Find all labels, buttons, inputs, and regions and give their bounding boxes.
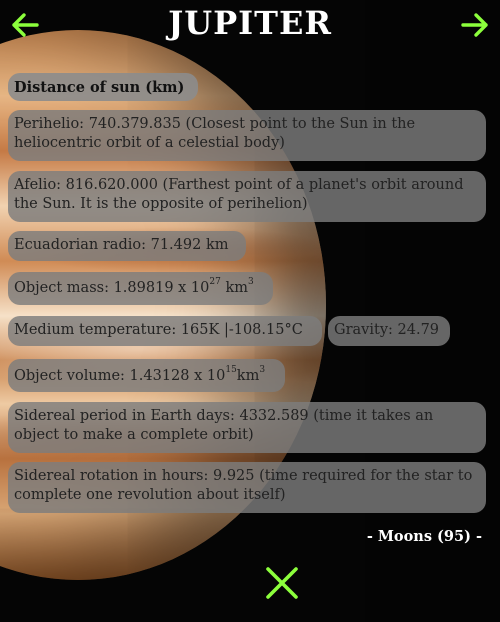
aphelion-card: Afelio: 816.620.000 (Farthest point of a…	[8, 171, 486, 222]
close-x-icon[interactable]	[265, 566, 299, 600]
temperature-value: 165K |-108.15°C	[180, 322, 303, 338]
sidereal-rotation-card: Sidereal rotation in hours: 9.925 (time …	[8, 462, 486, 513]
aphelion-label: Afelio:	[14, 177, 62, 193]
temperature-label: Medium temperature:	[14, 322, 177, 338]
mass-unit-exponent: 3	[248, 277, 254, 288]
mass-value: 1.89819 x 10	[113, 280, 210, 296]
arrow-right-icon[interactable]	[460, 10, 490, 40]
sidereal-period-label: Sidereal period in Earth days:	[14, 408, 235, 424]
sidereal-rotation-value: 9.925	[212, 468, 255, 484]
mass-exponent: 27	[209, 277, 221, 288]
mass-card: Object mass: 1.89819 x 1027 km3	[8, 272, 273, 305]
temperature-card: Medium temperature: 165K |-108.15°C	[8, 316, 322, 346]
distance-section-title: Distance of sun (km)	[8, 73, 198, 101]
sidereal-rotation-label: Sidereal rotation in hours:	[14, 468, 209, 484]
sidereal-period-card: Sidereal period in Earth days: 4332.589 …	[8, 402, 486, 453]
sidereal-period-note: (time it takes an object to make a compl…	[14, 408, 434, 443]
volume-card: Object volume: 1.43128 x 1015km3	[8, 359, 285, 392]
moons-link[interactable]: - Moons (95) -	[366, 528, 482, 545]
perihelion-label: Perihelio:	[14, 116, 85, 132]
perihelion-note: (Closest point to the Sun in the helioce…	[14, 116, 416, 151]
perihelion-value: 740.379.835	[88, 116, 181, 132]
volume-unit: km	[236, 368, 260, 384]
mass-unit: km	[225, 280, 248, 296]
gravity-label: Gravity:	[334, 322, 393, 338]
mass-label: Object mass:	[14, 280, 109, 296]
volume-exponent: 15	[225, 365, 237, 376]
sidereal-rotation-note: (time required for the star to complete …	[14, 468, 473, 503]
aphelion-value: 816.620.000	[65, 177, 158, 193]
sidereal-period-value: 4332.589	[239, 408, 309, 424]
aphelion-note: (Farthest point of a planet's orbit arou…	[14, 177, 464, 212]
perihelion-card: Perihelio: 740.379.835 (Closest point to…	[8, 110, 486, 161]
page-title: JUPITER	[168, 4, 332, 42]
volume-unit-exponent: 3	[259, 365, 266, 376]
equatorial-radius-label: Ecuadorian radio:	[14, 237, 146, 253]
equatorial-radius-card: Ecuadorian radio: 71.492 km	[8, 231, 246, 261]
volume-label: Object volume:	[14, 368, 125, 384]
arrow-left-icon[interactable]	[10, 10, 40, 40]
gravity-value: 24.79	[397, 322, 440, 338]
equatorial-radius-value: 71.492 km	[150, 237, 229, 253]
gravity-card: Gravity: 24.79	[328, 316, 450, 346]
volume-value: 1.43128 x 10	[129, 368, 226, 384]
